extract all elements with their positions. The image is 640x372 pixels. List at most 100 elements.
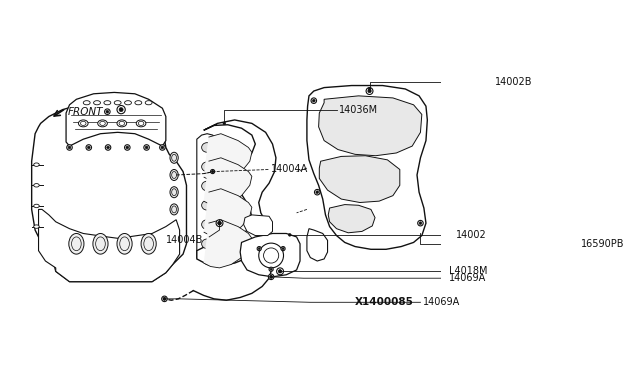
Text: 14004B: 14004B (166, 235, 204, 246)
Ellipse shape (98, 120, 108, 127)
Text: FRONT: FRONT (67, 107, 103, 117)
Circle shape (163, 298, 166, 300)
Circle shape (258, 248, 260, 250)
Polygon shape (204, 134, 252, 182)
Circle shape (144, 145, 149, 150)
Polygon shape (38, 209, 180, 282)
Polygon shape (204, 189, 252, 237)
Text: 16590PB: 16590PB (580, 239, 624, 249)
Circle shape (119, 108, 123, 112)
Ellipse shape (125, 101, 131, 105)
Circle shape (218, 221, 221, 225)
Circle shape (104, 109, 110, 115)
Ellipse shape (83, 101, 90, 105)
Ellipse shape (170, 152, 178, 163)
Circle shape (212, 170, 214, 173)
Circle shape (159, 145, 165, 150)
Circle shape (125, 145, 130, 150)
Text: 14036M: 14036M (339, 105, 378, 115)
Ellipse shape (79, 120, 88, 127)
Circle shape (314, 189, 320, 195)
Ellipse shape (170, 187, 178, 198)
Polygon shape (204, 220, 252, 268)
Ellipse shape (34, 204, 39, 208)
Text: 14002B: 14002B (495, 77, 532, 87)
Ellipse shape (69, 234, 84, 254)
Circle shape (88, 146, 90, 149)
Ellipse shape (114, 101, 121, 105)
Circle shape (218, 221, 221, 225)
Ellipse shape (170, 204, 178, 215)
Circle shape (68, 146, 71, 149)
Polygon shape (319, 156, 400, 202)
Circle shape (106, 145, 111, 150)
Circle shape (270, 268, 272, 270)
Ellipse shape (145, 101, 152, 105)
Ellipse shape (34, 225, 39, 228)
Circle shape (223, 122, 226, 125)
Circle shape (368, 89, 371, 93)
Polygon shape (307, 229, 328, 261)
Polygon shape (307, 86, 428, 249)
Circle shape (311, 98, 317, 103)
Polygon shape (240, 234, 300, 277)
Polygon shape (197, 134, 218, 262)
Text: 14004A: 14004A (271, 164, 308, 174)
Circle shape (419, 222, 422, 225)
Circle shape (216, 220, 223, 227)
Polygon shape (244, 215, 273, 235)
Ellipse shape (202, 162, 212, 171)
Circle shape (117, 106, 125, 114)
Ellipse shape (93, 234, 108, 254)
Polygon shape (197, 120, 276, 266)
Ellipse shape (34, 163, 39, 166)
Ellipse shape (117, 234, 132, 254)
Circle shape (161, 146, 164, 149)
Ellipse shape (141, 234, 156, 254)
Circle shape (212, 170, 214, 173)
Circle shape (289, 234, 291, 236)
Circle shape (211, 170, 214, 174)
Circle shape (316, 191, 319, 193)
Ellipse shape (104, 101, 111, 105)
Circle shape (163, 298, 166, 300)
Circle shape (276, 268, 284, 275)
Circle shape (162, 296, 167, 302)
Circle shape (126, 146, 129, 149)
Circle shape (269, 267, 273, 271)
Polygon shape (319, 96, 422, 156)
Circle shape (269, 275, 273, 278)
Circle shape (281, 247, 285, 251)
Polygon shape (66, 92, 166, 146)
Text: 14069A: 14069A (449, 273, 486, 283)
Ellipse shape (202, 201, 212, 210)
Circle shape (269, 275, 273, 278)
Circle shape (418, 220, 423, 226)
Ellipse shape (170, 170, 178, 180)
Ellipse shape (117, 120, 127, 127)
Circle shape (278, 270, 282, 273)
Text: X1400085: X1400085 (355, 297, 413, 307)
Ellipse shape (34, 184, 39, 187)
Ellipse shape (136, 120, 146, 127)
Circle shape (259, 243, 284, 268)
Ellipse shape (202, 142, 212, 152)
Text: 14002: 14002 (456, 230, 486, 240)
Circle shape (106, 110, 109, 113)
Circle shape (366, 87, 373, 94)
Circle shape (67, 145, 72, 150)
Ellipse shape (202, 239, 212, 248)
Circle shape (145, 146, 148, 149)
Text: L4018M: L4018M (449, 266, 487, 276)
Circle shape (282, 248, 284, 250)
Ellipse shape (202, 181, 212, 191)
Text: 14069A: 14069A (422, 297, 460, 307)
Polygon shape (31, 103, 186, 282)
Ellipse shape (202, 220, 212, 230)
Ellipse shape (135, 101, 142, 105)
Polygon shape (204, 158, 252, 206)
Circle shape (257, 247, 261, 251)
Circle shape (278, 270, 282, 273)
Circle shape (268, 274, 274, 280)
Circle shape (86, 145, 92, 150)
